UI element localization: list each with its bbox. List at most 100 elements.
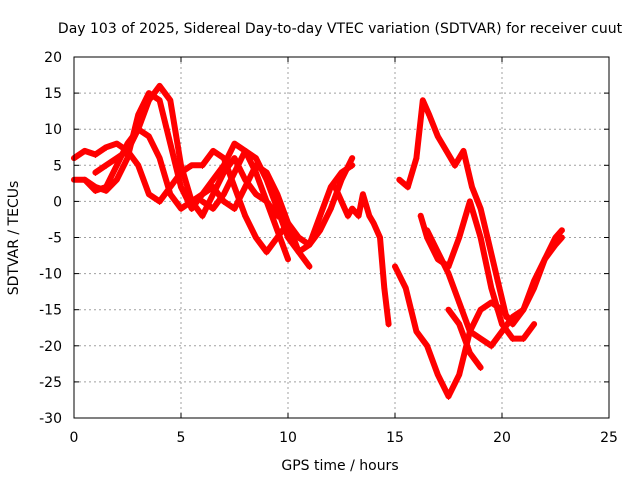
data-point: +	[434, 130, 441, 143]
data-point: +	[285, 232, 292, 245]
data-point: +	[327, 203, 334, 216]
data-point: +	[434, 253, 441, 266]
series-line	[396, 97, 510, 320]
data-point: +	[220, 188, 227, 201]
data-point: +	[231, 203, 238, 216]
data-point: +	[413, 325, 420, 338]
data-point: +	[167, 188, 174, 201]
data-point: +	[167, 138, 174, 151]
data-point: +	[146, 130, 153, 143]
data-point: +	[426, 109, 433, 122]
data-point: +	[253, 152, 260, 165]
data-point: +	[188, 159, 195, 172]
data-point: +	[274, 188, 281, 201]
data-point: +	[456, 369, 463, 382]
data-point: +	[559, 224, 566, 237]
data-point: +	[263, 246, 270, 259]
data-point: +	[146, 94, 153, 107]
data-point: +	[531, 318, 538, 331]
data-point: +	[370, 217, 377, 230]
data-point: +	[402, 282, 409, 295]
data-point: +	[424, 232, 431, 245]
data-point: +	[366, 210, 373, 223]
data-point: +	[477, 361, 484, 374]
data-point: +	[531, 282, 538, 295]
data-point: +	[520, 304, 527, 317]
data-point: +	[253, 167, 260, 180]
data-point: +	[178, 203, 185, 216]
data-point: +	[405, 181, 412, 194]
data-point: +	[210, 188, 217, 201]
series-line	[71, 90, 291, 263]
x-axis-title: GPS time / hours	[281, 458, 398, 474]
data-point: +	[503, 311, 510, 324]
data-point: +	[338, 174, 345, 187]
x-tick-label: 10	[279, 430, 297, 446]
data-point: +	[103, 181, 110, 194]
data-point: +	[199, 195, 206, 208]
data-point: +	[452, 159, 459, 172]
data-point: +	[499, 318, 506, 331]
data-point: +	[231, 181, 238, 194]
series-track-e: +++++++++++++++	[199, 145, 356, 259]
y-tick-label: -25	[39, 375, 62, 391]
data-point: +	[199, 210, 206, 223]
data-point: +	[220, 167, 227, 180]
data-point: +	[385, 318, 392, 331]
data-point: +	[156, 195, 163, 208]
data-point: +	[210, 203, 217, 216]
data-point: +	[360, 188, 367, 201]
data-point: +	[509, 333, 516, 346]
data-point: +	[167, 94, 174, 107]
data-point: +	[81, 145, 88, 158]
data-point: +	[242, 145, 249, 158]
data-point: +	[477, 304, 484, 317]
data-point: +	[338, 167, 345, 180]
data-point: +	[135, 159, 142, 172]
y-tick-label: -20	[39, 339, 62, 355]
series-line	[445, 306, 484, 371]
y-tick-label: 5	[53, 158, 62, 174]
data-point: +	[199, 188, 206, 201]
data-point: +	[460, 145, 467, 158]
data-point: +	[396, 174, 403, 187]
data-point: +	[156, 80, 163, 93]
series-line	[417, 198, 538, 342]
data-point: +	[509, 311, 516, 324]
data-point: +	[355, 210, 362, 223]
data-point: +	[541, 253, 548, 266]
data-point: +	[124, 152, 131, 165]
data-point: +	[135, 123, 142, 136]
series-line	[199, 147, 356, 255]
data-point: +	[477, 232, 484, 245]
data-point: +	[327, 181, 334, 194]
y-tick-label: 0	[53, 194, 62, 210]
data-point: +	[381, 282, 388, 295]
y-tick-label: -30	[39, 411, 62, 427]
data-point: +	[552, 239, 559, 252]
data-point: +	[456, 318, 463, 331]
data-point: +	[285, 217, 292, 230]
y-axis-title: SDTVAR / TECUs	[6, 181, 22, 296]
data-point: +	[220, 195, 227, 208]
data-point: +	[231, 152, 238, 165]
y-tick-label: -5	[48, 231, 62, 247]
data-point: +	[103, 159, 110, 172]
data-point: +	[188, 195, 195, 208]
x-tick-label: 0	[70, 430, 79, 446]
data-point: +	[349, 203, 356, 216]
data-point: +	[156, 152, 163, 165]
data-point: +	[488, 340, 495, 353]
x-tick-label: 15	[386, 430, 404, 446]
data-point: +	[242, 181, 249, 194]
data-point: +	[295, 232, 302, 245]
data-point: +	[178, 167, 185, 180]
tick-layer: 0 5 10 15 20 25 -30 -25 -20 -15 -10 -5 0 5 10 15 20	[39, 50, 618, 446]
data-point: +	[499, 325, 506, 338]
series-track-g: ++++++++++ ++	[417, 195, 537, 345]
series-line	[332, 184, 392, 328]
y-tick-label: 10	[44, 122, 62, 138]
data-point: +	[263, 167, 270, 180]
